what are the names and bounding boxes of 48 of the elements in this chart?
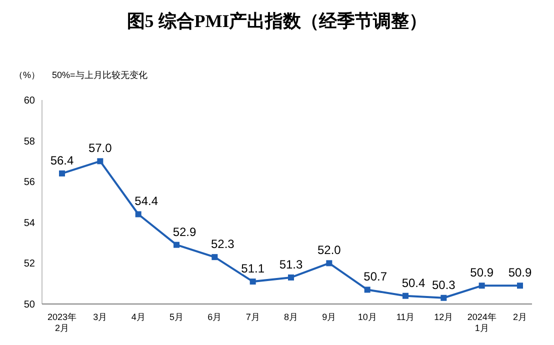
data-label: 51.1: [241, 262, 265, 276]
point: [364, 286, 370, 293]
point: [478, 282, 485, 289]
x-tick-label: 2月: [512, 312, 528, 322]
x-tick-label: 10月: [358, 312, 377, 322]
data-label: 52.0: [317, 243, 342, 258]
point: [402, 292, 408, 299]
point: [250, 278, 256, 285]
point: [440, 294, 447, 301]
y-tick-label: 56: [24, 177, 36, 188]
data-label: 50.4: [402, 276, 426, 290]
x-tick-label: 2023年 2月: [47, 312, 77, 333]
text: 50%=与上月比较无变化: [52, 70, 148, 80]
data-label: 52.3: [210, 237, 235, 252]
y-axis-title: （%）: [14, 70, 40, 80]
point: [212, 254, 218, 260]
point: [174, 242, 180, 248]
data-label: 57.0: [88, 141, 112, 156]
y-tick-label: 54: [24, 218, 36, 229]
x-tick-label: 11月: [396, 312, 415, 322]
data-label: 52.9: [172, 224, 196, 239]
data-label: 54.4: [134, 194, 158, 208]
data-label: 50.9: [470, 266, 494, 280]
data-label: 50.7: [364, 270, 388, 284]
point: [517, 282, 523, 289]
x-tick-label: 8月: [284, 312, 298, 322]
point: [97, 158, 104, 164]
point: [135, 211, 142, 218]
data-label: 56.4: [50, 153, 74, 168]
data-label: 51.3: [279, 257, 303, 272]
y-tick-label: 50: [24, 300, 36, 310]
y-tick-label: 60: [24, 96, 36, 106]
x-tick-label: 5月: [169, 312, 184, 322]
x-tick-label: 3月: [93, 312, 108, 322]
y-tick-label: 58: [24, 136, 36, 148]
x-tick-label: 7月: [246, 312, 260, 322]
data-label: 50.9: [508, 266, 532, 280]
data-label: 50.3: [432, 278, 456, 292]
point: [59, 170, 65, 176]
chart-title: 图5 综合PMI产出指数（经季节调整）: [126, 11, 428, 31]
x-tick-label: 4月: [131, 312, 146, 322]
x-tick-label: 9月: [322, 312, 336, 322]
x-tick-label: 6月: [208, 312, 222, 322]
y-tick-label: 52: [24, 258, 36, 270]
point: [326, 260, 332, 266]
x-tick-label: 2024年 1月: [467, 312, 496, 333]
x-tick-label: 12月: [434, 312, 454, 322]
point: [288, 274, 294, 280]
